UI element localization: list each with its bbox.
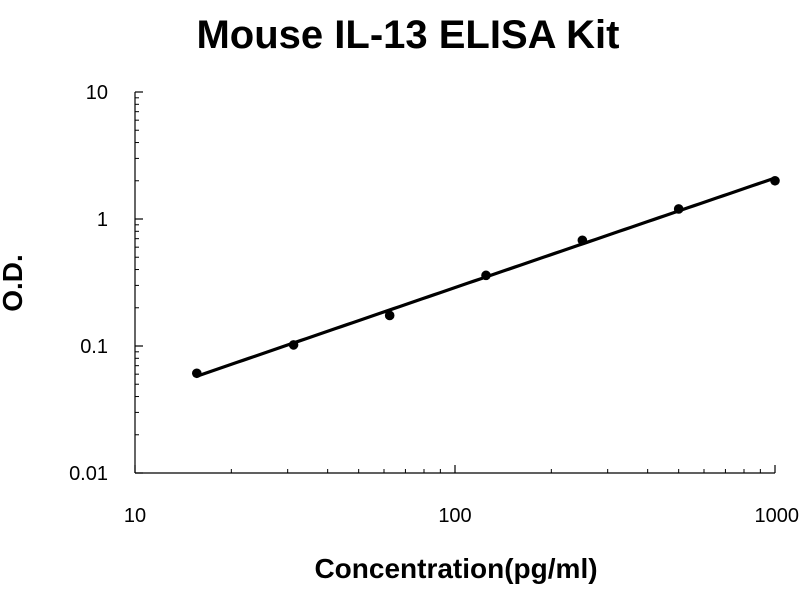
y-tick-label: 0.01 xyxy=(69,463,108,485)
data-point xyxy=(288,340,299,350)
plot-area: 10 100 1000 0.01 0.1 1 10 xyxy=(69,82,799,527)
x-axis-label: Concentration(pg/ml) xyxy=(314,553,597,584)
data-point xyxy=(577,235,588,246)
y-tick-label: 0.1 xyxy=(80,336,108,358)
data-point xyxy=(481,270,491,281)
data-point xyxy=(191,368,202,379)
y-axis-label: O.D. xyxy=(0,254,28,312)
x-tick-label: 100 xyxy=(438,505,471,527)
x-tick-label: 1000 xyxy=(755,505,800,527)
x-tick-label: 10 xyxy=(124,505,146,527)
data-point xyxy=(384,310,395,321)
y-tick-label: 1 xyxy=(97,209,108,231)
y-tick-label: 10 xyxy=(86,82,108,104)
data-point xyxy=(770,175,780,186)
chart-title: Mouse IL-13 ELISA Kit xyxy=(196,13,619,57)
data-point xyxy=(673,204,684,214)
